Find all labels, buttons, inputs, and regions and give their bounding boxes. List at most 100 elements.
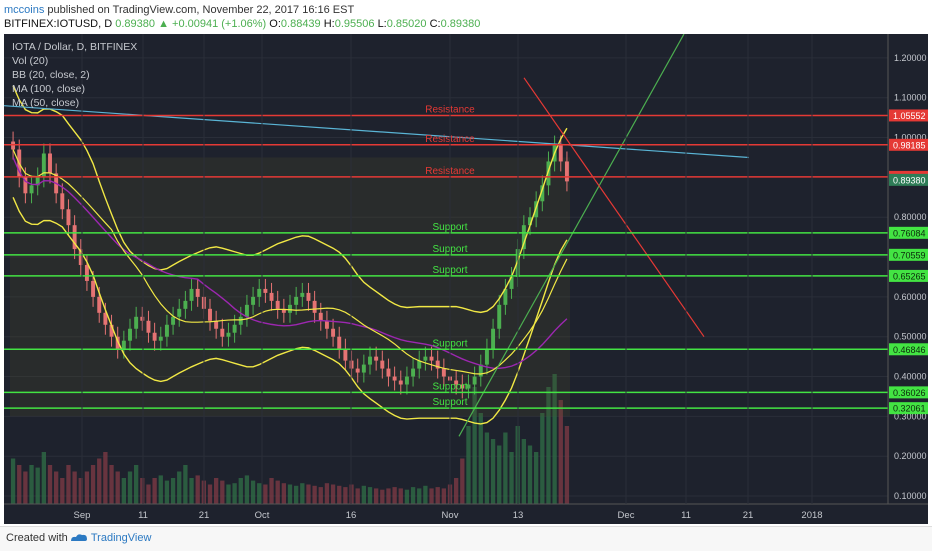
volume-bar [17,465,22,504]
legend-vol[interactable]: Vol (20) [12,55,49,67]
candle-body [374,356,379,361]
candle-body [158,336,163,341]
legend-symbol[interactable]: IOTA / Dollar, D, BITFINEX [12,41,138,53]
volume-bar [343,487,348,504]
volume-bar [183,465,188,504]
volume-bar [121,478,126,504]
ma50-line [12,149,568,375]
candle-body [398,380,403,385]
up-arrow-icon: ▲ [158,18,169,30]
symbol-line: BITFINEX:IOTUSD, D [4,18,113,30]
volume-bar [158,475,163,504]
legend-ma50[interactable]: MA (50, close) [12,97,80,109]
candle-body [275,300,280,309]
candle-body [195,288,200,297]
candle-body [35,177,40,186]
close-value: 0.89380 [440,18,481,30]
volume-bar [244,475,250,504]
candle-body [41,153,46,178]
chart-area[interactable]: Resistance Resistance Resistance Support Sup… [4,34,928,524]
x-tick-label: 21 [199,510,210,521]
volume-bar [306,484,311,504]
candle-body [288,304,292,313]
candle-body [208,308,212,321]
tradingview-brand[interactable]: TradingView [70,532,151,544]
legend-bb[interactable]: BB (20, close, 2) [12,69,90,81]
publish-line: mccoins published on TradingView.com, No… [4,4,354,16]
candle-body [454,380,459,385]
volume-bar [164,480,170,504]
volume-bar [78,478,83,504]
indicator-legend: IOTA / Dollar, D, BITFINEX Vol (20) BB (… [12,40,137,110]
candle-body [109,324,114,337]
volume-bar [312,485,317,504]
candle-body [306,292,311,301]
volume-bar [478,413,483,504]
candle-body [66,209,71,226]
ma100-line [12,157,568,370]
candle-body [509,276,514,289]
volume-bar [127,471,133,504]
volume-bar [214,478,219,504]
volume-bar [386,488,391,504]
candle-body [564,161,569,182]
candle-body [429,356,434,361]
low-value: 0.85020 [386,18,427,30]
volume-bar [66,465,71,504]
price-chart[interactable]: ResistanceResistanceResistanceSupportSup… [4,34,928,524]
tradingview-brand-text: TradingView [90,532,152,544]
x-tick-label: 11 [681,510,691,521]
candle-body [484,348,489,365]
volume-bar [330,484,336,504]
volume-bar [134,465,139,504]
candle-body [441,368,446,377]
last-price: 0.89380 [115,18,156,30]
volume-bar [454,478,459,504]
candle-body [152,332,157,341]
x-tick-label: 2018 [801,510,822,521]
volume-bar [380,489,385,504]
volume-bar [263,484,268,504]
volume-bar [337,485,342,504]
y-tick-label: 0.20000 [894,451,927,461]
bb-upper-line [12,85,568,314]
volume-bar [232,483,237,504]
author-link[interactable]: mccoins [4,4,45,16]
volume-bar [103,452,108,504]
candle-body [177,308,182,317]
candle-body [361,364,366,373]
candle-body [164,324,169,337]
candle-body [232,324,237,333]
y-tick-label: 1.20000 [894,53,927,63]
candle-body [97,296,102,313]
price-tag-label: 0.65265 [893,271,926,281]
volume-bar [441,488,446,504]
candle-body [281,308,286,313]
volume-bar [294,485,299,504]
candle-body [466,384,471,389]
price-tag [889,343,928,356]
candle-body [251,296,256,305]
candle-body [472,376,477,385]
candle-body [121,340,126,349]
close-label: C: [429,18,441,30]
candle-body [478,364,483,377]
volume-bar [207,484,213,504]
volume-bar [140,478,145,504]
candle-body [355,368,360,373]
candle-body [257,288,262,297]
legend-ma100[interactable]: MA (100, close) [12,83,85,95]
candle-body [540,185,545,202]
candle-body [171,316,176,325]
candle-body [423,356,428,361]
volume-bar [226,484,231,504]
open-value: 0.88439 [280,18,321,30]
volume-bar [410,487,416,504]
y-tick-label: 1.00000 [894,133,927,143]
price-tag [889,386,928,399]
ohlc-line: BITFINEX:IOTUSD, D 0.89380 ▲ +0.00941 (+… [4,18,480,30]
volume-bar [349,484,354,504]
y-tick-label: 1.10000 [894,93,927,103]
candle-body [312,300,317,313]
volume-bar [429,488,434,504]
